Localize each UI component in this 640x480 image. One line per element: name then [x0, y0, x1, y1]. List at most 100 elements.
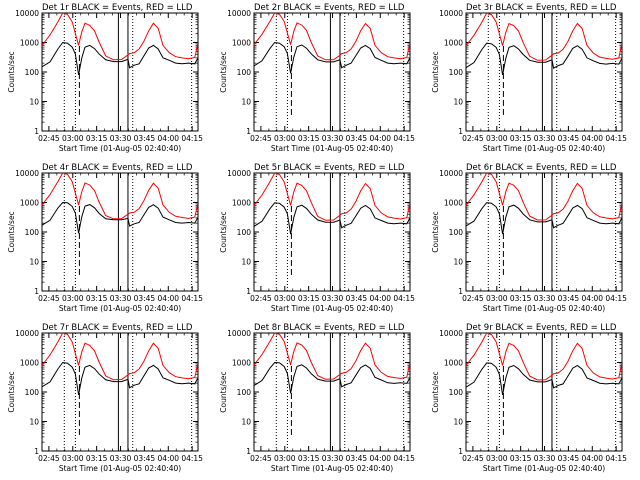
- chart-panel-2: Det 2r BLACK = Events, RED = LLD 1 10 100 10…: [219, 3, 415, 153]
- x-tick-label: 04:00: [369, 134, 391, 143]
- y-tick-label: 100: [449, 388, 464, 397]
- x-tick-label: 02:45: [250, 454, 272, 463]
- x-tick-label: 04:00: [157, 134, 179, 143]
- y-tick-label: 10000: [439, 169, 463, 178]
- x-tick-label: 04:15: [605, 454, 627, 463]
- y-tick-label: 1000: [232, 199, 251, 208]
- chart-title: Det 9r BLACK = Events, RED = LLD: [466, 323, 617, 333]
- x-tick-label: 02:45: [38, 294, 60, 303]
- y-tick-label: 10000: [227, 329, 251, 338]
- y-tick-label: 1: [34, 447, 39, 456]
- x-tick-label: 03:00: [274, 454, 296, 463]
- x-tick-label: 03:15: [298, 454, 320, 463]
- y-tick-label: 10: [29, 418, 39, 427]
- series-line-events: [466, 202, 622, 235]
- y-tick-label: 10: [241, 418, 251, 427]
- x-tick-label: 03:00: [62, 134, 84, 143]
- y-tick-label: 10: [453, 98, 463, 107]
- y-tick-label: 100: [25, 388, 40, 397]
- x-axis-label: Start Time (01-Aug-05 02:40:40): [271, 464, 393, 473]
- chart-title: Det 5r BLACK = Events, RED = LLD: [254, 163, 405, 173]
- x-tick-label: 04:00: [157, 454, 179, 463]
- x-tick-label: 04:00: [369, 294, 391, 303]
- x-tick-label: 03:15: [510, 294, 532, 303]
- y-tick-label: 10: [453, 258, 463, 267]
- y-tick-label: 10: [29, 98, 39, 107]
- x-tick-label: 04:15: [181, 454, 203, 463]
- x-tick-label: 04:15: [605, 294, 627, 303]
- x-axis-label: Start Time (01-Aug-05 02:40:40): [271, 304, 393, 313]
- y-tick-label: 1000: [20, 359, 39, 368]
- y-tick-label: 100: [237, 68, 252, 77]
- x-tick-label: 03:45: [346, 134, 368, 143]
- chart-panel-9: Det 9r BLACK = Events, RED = LLD 1 10 100 10…: [431, 323, 627, 473]
- y-tick-label: 1: [458, 287, 463, 296]
- x-tick-label: 04:15: [181, 294, 203, 303]
- x-axis-label: Start Time (01-Aug-05 02:40:40): [271, 144, 393, 153]
- y-tick-label: 10000: [15, 9, 39, 18]
- x-tick-label: 04:15: [181, 134, 203, 143]
- y-axis-label: Counts/sec: [7, 51, 16, 92]
- chart-title: Det 3r BLACK = Events, RED = LLD: [466, 3, 617, 13]
- chart-title: Det 1r BLACK = Events, RED = LLD: [42, 3, 193, 13]
- y-tick-label: 10000: [439, 9, 463, 18]
- x-tick-label: 03:15: [510, 134, 532, 143]
- y-tick-label: 100: [449, 228, 464, 237]
- x-tick-label: 03:30: [534, 454, 556, 463]
- y-tick-label: 1000: [444, 199, 463, 208]
- series-line-lld: [42, 173, 198, 220]
- chart-title: Det 4r BLACK = Events, RED = LLD: [42, 163, 193, 173]
- series-line-lld: [254, 173, 410, 221]
- y-tick-label: 1: [246, 287, 251, 296]
- x-tick-label: 02:45: [38, 454, 60, 463]
- y-tick-label: 100: [237, 388, 252, 397]
- y-tick-label: 1000: [444, 39, 463, 48]
- x-tick-label: 03:15: [86, 134, 108, 143]
- series-line-events: [254, 202, 410, 235]
- y-tick-label: 10: [453, 418, 463, 427]
- x-tick-label: 03:30: [110, 134, 132, 143]
- x-tick-label: 03:30: [322, 294, 344, 303]
- chart-panel-1: Det 1r BLACK = Events, RED = LLD 1 10 100 10…: [7, 3, 203, 153]
- x-tick-label: 04:00: [581, 294, 603, 303]
- x-tick-label: 02:45: [462, 134, 484, 143]
- series-line-lld: [466, 173, 622, 221]
- x-axis-label: Start Time (01-Aug-05 02:40:40): [59, 304, 181, 313]
- y-tick-label: 1000: [20, 199, 39, 208]
- y-tick-label: 1: [458, 447, 463, 456]
- x-tick-label: 04:00: [157, 294, 179, 303]
- y-tick-label: 1: [246, 447, 251, 456]
- x-tick-label: 02:45: [250, 134, 272, 143]
- x-axis-label: Start Time (01-Aug-05 02:40:40): [483, 304, 605, 313]
- series-line-events: [466, 42, 622, 75]
- y-tick-label: 100: [237, 228, 252, 237]
- series-line-lld: [254, 13, 410, 61]
- x-tick-label: 02:45: [38, 134, 60, 143]
- x-tick-label: 03:00: [274, 294, 296, 303]
- y-axis-label: Counts/sec: [7, 371, 16, 412]
- y-axis-label: Counts/sec: [431, 51, 440, 92]
- y-tick-label: 1: [34, 127, 39, 136]
- y-tick-label: 10000: [15, 169, 39, 178]
- y-tick-label: 10000: [439, 329, 463, 338]
- y-axis-label: Counts/sec: [7, 211, 16, 252]
- x-tick-label: 03:00: [274, 134, 296, 143]
- y-tick-label: 1000: [232, 359, 251, 368]
- x-tick-label: 03:30: [322, 454, 344, 463]
- y-tick-label: 100: [25, 228, 40, 237]
- x-tick-label: 03:00: [62, 294, 84, 303]
- chart-title: Det 7r BLACK = Events, RED = LLD: [42, 323, 193, 333]
- x-tick-label: 03:30: [534, 134, 556, 143]
- x-tick-label: 03:15: [86, 294, 108, 303]
- x-tick-label: 04:15: [605, 134, 627, 143]
- x-tick-label: 03:30: [110, 294, 132, 303]
- x-axis-label: Start Time (01-Aug-05 02:40:40): [483, 144, 605, 153]
- series-line-events: [254, 361, 410, 394]
- series-line-events: [466, 362, 622, 395]
- y-tick-label: 10: [29, 258, 39, 267]
- y-tick-label: 1: [246, 127, 251, 136]
- series-line-lld: [466, 333, 622, 381]
- y-tick-label: 1000: [444, 359, 463, 368]
- chart-title: Det 2r BLACK = Events, RED = LLD: [254, 3, 405, 13]
